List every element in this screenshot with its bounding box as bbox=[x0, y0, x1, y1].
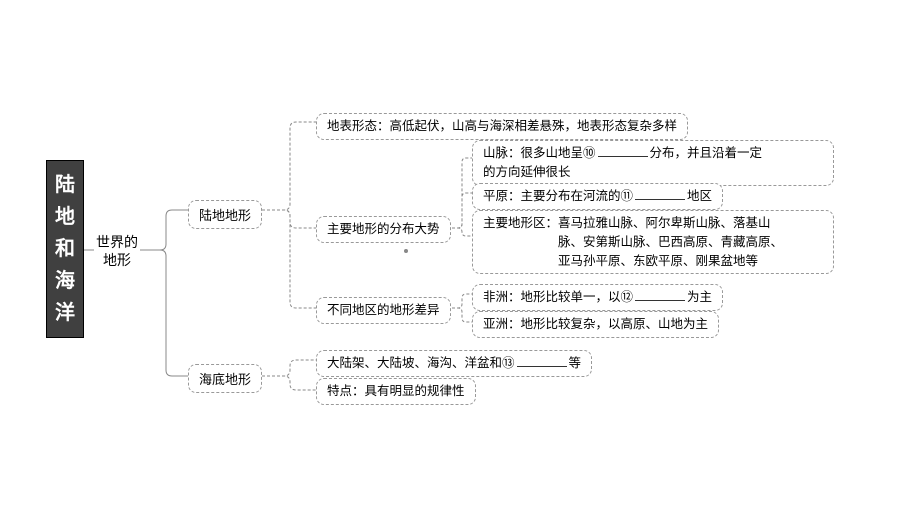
level2-label: 世界的 地形 bbox=[94, 235, 140, 271]
dist-item-mountains: 山脉：很多山地呈⑩分布，并且沿着一定 的方向延伸很长 bbox=[472, 140, 834, 186]
land-terrain-node: 陆地地形 bbox=[188, 200, 262, 229]
blank-10 bbox=[598, 145, 648, 158]
surface-form-leaf: 地表形态：高低起伏，山高与海深相差悬殊，地表形态复杂多样 bbox=[316, 113, 688, 140]
marker-dot bbox=[404, 249, 408, 253]
blank-13 bbox=[517, 355, 567, 368]
distribution-label-leaf: 主要地形的分布大势 bbox=[316, 216, 451, 243]
dist-item-regions: 主要地形区：喜马拉雅山脉、阿尔卑斯山脉、落基山 主要地形区：脉、安第斯山脉、巴西… bbox=[472, 210, 834, 274]
diff-item-africa: 非洲：地形比较单一，以⑫为主 bbox=[472, 284, 723, 311]
seafloor-terrain-node: 海底地形 bbox=[188, 364, 262, 393]
root-title: 陆 地 和 海 洋 bbox=[46, 160, 84, 338]
blank-12 bbox=[635, 289, 685, 302]
difference-label-leaf: 不同地区的地形差异 bbox=[316, 297, 451, 324]
diff-item-asia: 亚洲：地形比较复杂，以高原、山地为主 bbox=[472, 311, 719, 338]
seafloor-feature: 特点：具有明显的规律性 bbox=[316, 378, 476, 405]
dist-item-plains: 平原：主要分布在河流的⑪地区 bbox=[472, 183, 723, 210]
blank-11 bbox=[635, 188, 685, 201]
seafloor-components: 大陆架、大陆坡、海沟、洋盆和⑬等 bbox=[316, 350, 592, 377]
